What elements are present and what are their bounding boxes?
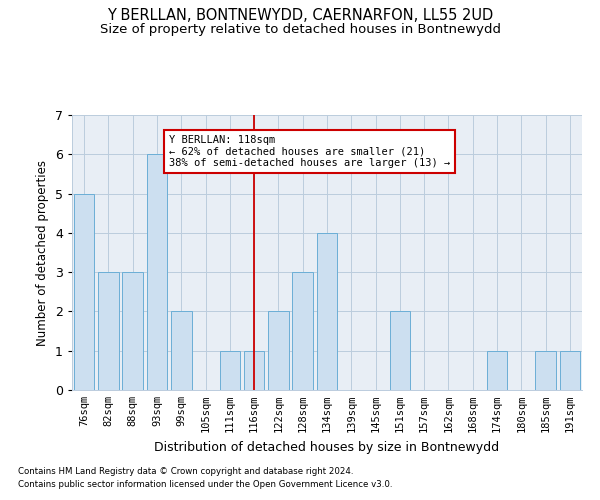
Bar — [560, 350, 580, 390]
Text: Contains HM Land Registry data © Crown copyright and database right 2024.: Contains HM Land Registry data © Crown c… — [18, 467, 353, 476]
Bar — [389, 312, 410, 390]
Text: Size of property relative to detached houses in Bontnewydd: Size of property relative to detached ho… — [100, 22, 500, 36]
Text: Contains public sector information licensed under the Open Government Licence v3: Contains public sector information licen… — [18, 480, 392, 489]
Text: Y BERLLAN: 118sqm
← 62% of detached houses are smaller (21)
38% of semi-detached: Y BERLLAN: 118sqm ← 62% of detached hous… — [169, 134, 451, 168]
Y-axis label: Number of detached properties: Number of detached properties — [37, 160, 49, 346]
Bar — [146, 154, 167, 390]
X-axis label: Distribution of detached houses by size in Bontnewydd: Distribution of detached houses by size … — [154, 440, 500, 454]
Bar — [487, 350, 508, 390]
Bar — [220, 350, 240, 390]
Bar — [98, 272, 119, 390]
Bar — [535, 350, 556, 390]
Bar — [244, 350, 265, 390]
Bar — [171, 312, 191, 390]
Bar — [317, 233, 337, 390]
Text: Y BERLLAN, BONTNEWYDD, CAERNARFON, LL55 2UD: Y BERLLAN, BONTNEWYDD, CAERNARFON, LL55 … — [107, 8, 493, 22]
Bar — [122, 272, 143, 390]
Bar — [292, 272, 313, 390]
Bar — [268, 312, 289, 390]
Bar — [74, 194, 94, 390]
